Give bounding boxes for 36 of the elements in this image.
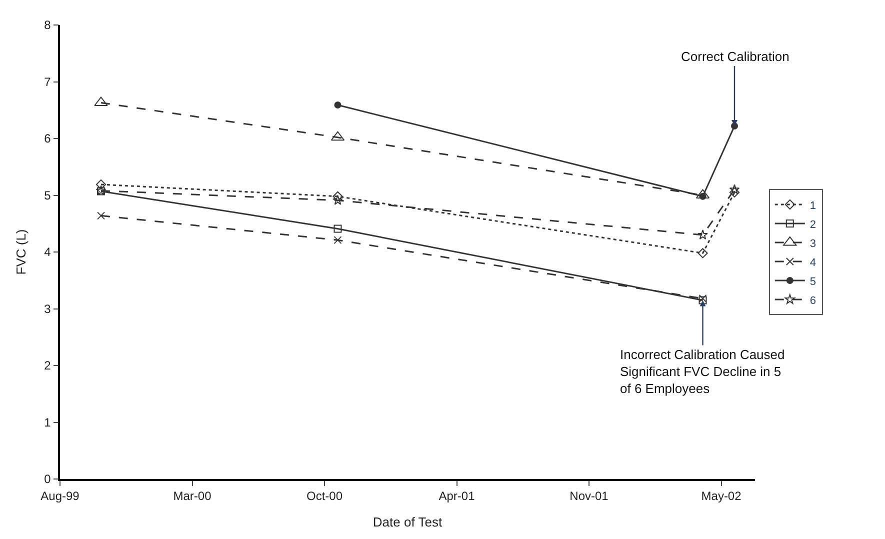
point [96,179,106,190]
point [332,191,343,202]
x-axis-title: Date of Test [372,514,442,530]
legend-label: 4 [810,256,816,269]
x-tick-label: Nov-01 [570,489,609,504]
y-tick-label: 8 [44,18,52,32]
y-tick-label: 3 [44,302,52,316]
x-tick-label: May-02 [701,489,742,504]
y-tick-label: 1 [44,415,52,430]
legend-label: 5 [810,276,816,288]
point [698,230,708,240]
legend-label: 2 [810,218,816,231]
legend-label: 3 [810,238,816,250]
y-tick-label: 5 [44,188,52,202]
point [729,184,740,194]
x-tick-label: Aug-99 [40,489,80,504]
y-tick-label: 4 [44,245,52,260]
point [334,102,342,109]
legend-label: 1 [810,200,816,212]
x-tick-label: Apr-01 [438,489,476,504]
x-tick-label: Mar-00 [173,489,212,504]
point [332,194,343,205]
annotation: Incorrect Calibration Caused Significant FVC Decline in 5 of 6 Employees [620,347,785,396]
point [97,212,105,220]
legend-label: 6 [810,294,816,307]
point [729,187,740,198]
y-tick-label: 2 [44,358,52,373]
y-tick-label: 0 [44,472,52,486]
point [334,236,342,244]
annotation: Correct Calibration [681,49,790,64]
point [698,248,708,258]
y-axis-title: FVC (L) [14,229,29,275]
y-tick-label: 6 [44,132,52,146]
y-tick-label: 7 [44,74,52,89]
x-tick-label: Oct-00 [306,489,343,504]
point [334,224,342,233]
